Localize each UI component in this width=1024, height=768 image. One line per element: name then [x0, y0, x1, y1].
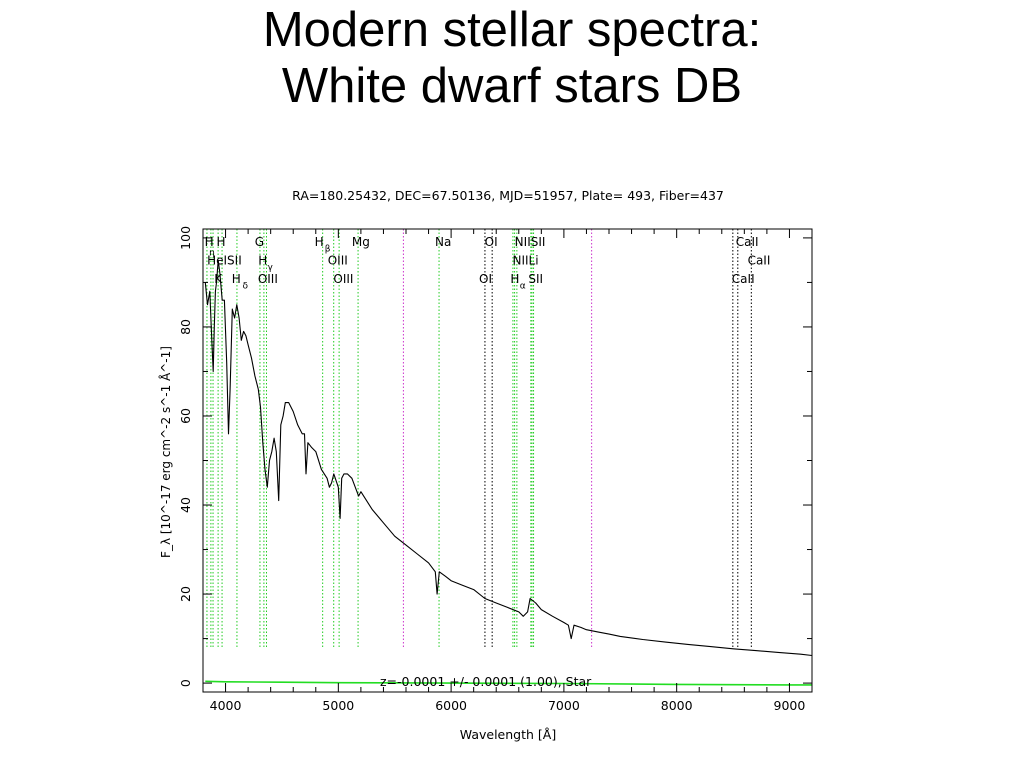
spectral-line-label: NIILi — [513, 254, 539, 268]
y-tick-label: 0 — [178, 679, 193, 687]
chart-title: RA=180.25432, DEC=67.50136, MJD=51957, P… — [292, 188, 724, 203]
spectral-line-label: OI — [485, 235, 498, 249]
spectral-line-label: H — [315, 235, 324, 249]
x-tick-label: 4000 — [210, 698, 242, 713]
spectral-line-label: OI — [479, 272, 492, 286]
spectral-line-label: η — [209, 248, 215, 258]
y-tick-label: 100 — [178, 226, 193, 250]
x-tick-label: 9000 — [774, 698, 806, 713]
spectral-line-label: G — [255, 235, 264, 249]
y-tick-label: 80 — [178, 319, 193, 335]
slide-title-line1: Modern stellar spectra: — [262, 3, 762, 57]
spectral-line-label: NIISII — [515, 235, 546, 249]
spectral-line-label: H — [510, 272, 519, 286]
spectral-line-label: H — [258, 254, 267, 268]
y-tick-label: 60 — [178, 408, 193, 424]
spectral-line-label: γ — [267, 263, 273, 273]
axes: 4000 5000 6000 7000 8000 9000 0 20 40 60 80 100 — [178, 226, 813, 713]
slide-title: Modern stellar spectra: White dwarf star… — [0, 2, 1024, 114]
spectral-line-label: CaII — [748, 254, 771, 268]
spectral-line-label: OIII — [328, 254, 348, 268]
x-tick-label: 5000 — [322, 698, 354, 713]
spectrum-series — [204, 259, 813, 686]
spectrum-series-line — [204, 259, 813, 657]
spectral-line-label: H — [205, 235, 214, 249]
spectral-line-label: δ — [243, 282, 249, 292]
spectral-line-label: β — [325, 245, 331, 255]
spectral-line-label: Mg — [352, 235, 370, 249]
spectral-line-label: HeISII — [207, 254, 242, 268]
spectral-line-label: SII — [528, 272, 543, 286]
x-axis-label: Wavelength [Å] — [460, 727, 556, 742]
spectral-line-label: OIII — [258, 272, 278, 286]
spectral-line-label: OIII — [333, 272, 353, 286]
spectral-line-label: K — [214, 272, 223, 286]
slide-title-line2: White dwarf stars DB — [281, 59, 743, 113]
spectral-line-label: CaII — [732, 272, 755, 286]
y-tick-label: 20 — [178, 586, 193, 602]
spectral-line-label: α — [520, 282, 526, 292]
spectral-line-label: Na — [435, 235, 451, 249]
y-axis-label: F_λ [10^-17 erg cm^-2 s^-1 Å^-1] — [158, 346, 173, 558]
plot-frame — [202, 228, 813, 693]
fit-annotation: z=-0.0001 +/- 0.0001 (1.00), Star — [380, 674, 592, 689]
spectral-line-markers — [206, 229, 752, 647]
x-tick-label: 6000 — [435, 698, 467, 713]
x-tick-label: 7000 — [548, 698, 580, 713]
spectral-line-label: CaII — [736, 235, 759, 249]
spectral-line-label: H — [217, 235, 226, 249]
y-tick-label: 40 — [178, 497, 193, 513]
spectral-line-label: H — [232, 272, 241, 286]
x-tick-label: 8000 — [661, 698, 693, 713]
